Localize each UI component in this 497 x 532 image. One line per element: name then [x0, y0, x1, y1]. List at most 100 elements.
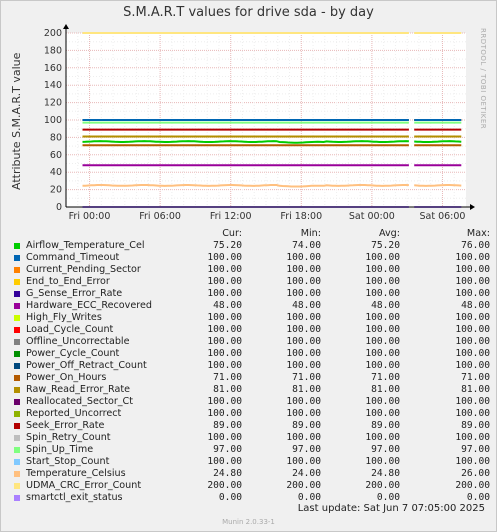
legend-max: 100.00 [455, 408, 490, 419]
legend-min: 100.00 [286, 288, 321, 299]
legend-swatch [14, 339, 20, 345]
legend-row: Spin_Up_Time 97.00 97.00 97.00 97.00 [8, 444, 490, 456]
legend-cur: 100.00 [207, 360, 242, 371]
legend-cur: 89.00 [213, 420, 242, 431]
legend-cur: 81.00 [213, 384, 242, 395]
legend-name: Load_Cycle_Count [26, 324, 114, 335]
legend-row: Raw_Read_Error_Rate 81.00 81.00 81.00 81.00 [8, 384, 490, 396]
x-ticks: Fri 00:00 Fri 06:00 Fri 12:00 Fri 18:00 Sat … [69, 211, 466, 222]
legend-name: Raw_Read_Error_Rate [26, 384, 131, 395]
legend-row: G_Sense_Error_Rate 100.00 100.00 100.00 100.… [8, 288, 490, 300]
legend-min: 100.00 [286, 348, 321, 359]
legend-swatch [14, 267, 20, 273]
legend-name: Command_Timeout [26, 252, 120, 263]
legend-name: Hardware_ECC_Recovered [26, 300, 152, 311]
legend-min: 48.00 [292, 300, 321, 311]
x-tick-label: Sat 06:00 [419, 211, 465, 222]
legend-min: 97.00 [292, 444, 321, 455]
legend-min: 100.00 [286, 360, 321, 371]
legend-cur: 200.00 [207, 480, 242, 491]
legend-name: Power_Off_Retract_Count [26, 360, 147, 371]
y-tick-label: 20 [50, 185, 62, 196]
chart-title: S.M.A.R.T values for drive sda - by day [123, 5, 374, 20]
legend-min: 100.00 [286, 312, 321, 323]
legend-cur: 100.00 [207, 252, 242, 263]
legend-max: 100.00 [455, 432, 490, 443]
y-tick-label: 60 [50, 150, 62, 161]
legend-rows: Airflow_Temperature_Cel 75.20 74.00 75.20 76… [8, 240, 490, 504]
legend-min: 100.00 [286, 276, 321, 287]
legend-max: 100.00 [455, 264, 490, 275]
legend-swatch [14, 363, 20, 369]
legend-min: 89.00 [292, 420, 321, 431]
legend-max: 100.00 [455, 252, 490, 263]
legend-max: 100.00 [455, 456, 490, 467]
legend-cur: 100.00 [207, 396, 242, 407]
x-tick-label: Sat 00:00 [349, 211, 395, 222]
legend-cur: 48.00 [213, 300, 242, 311]
legend-row: Power_Cycle_Count 100.00 100.00 100.00 100.0… [8, 348, 490, 360]
legend-avg: 48.00 [371, 300, 400, 311]
legend-avg: 97.00 [371, 444, 400, 455]
legend-row: Reallocated_Sector_Ct 100.00 100.00 100.00 1… [8, 396, 490, 408]
legend-name: Spin_Retry_Count [26, 432, 111, 443]
legend-swatch [14, 471, 20, 477]
last-update: Last update: Sat Jun 7 07:05:00 2025 [297, 503, 485, 514]
legend-name: Reported_Uncorrect [26, 408, 122, 419]
y-ticks: 0 20 40 60 80 100 120 140 160 180 200 [44, 28, 62, 213]
x-tick-label: Fri 12:00 [210, 211, 252, 222]
legend-max: 100.00 [455, 288, 490, 299]
legend-row: Reported_Uncorrect 100.00 100.00 100.00 100.… [8, 408, 490, 420]
legend-min: 71.00 [292, 372, 321, 383]
legend-header: Cur: Min: Avg: Max: [8, 228, 490, 240]
legend-min: 24.00 [292, 468, 321, 479]
legend-swatch [14, 423, 20, 429]
legend-max: 48.00 [461, 300, 490, 311]
y-tick-label: 180 [44, 45, 62, 56]
legend-avg: 100.00 [365, 456, 400, 467]
legend-name: smartctl_exit_status [26, 492, 123, 503]
legend-name: Power_On_Hours [26, 372, 107, 383]
legend-swatch [14, 351, 20, 357]
legend-name: UDMA_CRC_Error_Count [26, 480, 142, 491]
legend-swatch [14, 315, 20, 321]
x-tick-label: Fri 06:00 [139, 211, 181, 222]
legend-row: Temperature_Celsius 24.80 24.00 24.80 26.00 [8, 468, 490, 480]
legend-max: 71.00 [461, 372, 490, 383]
legend-row: Offline_Uncorrectable 100.00 100.00 100.00 1… [8, 336, 490, 348]
legend-avg: 100.00 [365, 348, 400, 359]
legend-name: Reallocated_Sector_Ct [26, 396, 134, 407]
legend-max: 100.00 [455, 396, 490, 407]
legend-row: UDMA_CRC_Error_Count 200.00 200.00 200.00 20… [8, 480, 490, 492]
legend-row: Load_Cycle_Count 100.00 100.00 100.00 100.00 [8, 324, 490, 336]
legend-name: G_Sense_Error_Rate [26, 288, 123, 299]
legend-cur: 97.00 [213, 444, 242, 455]
legend-swatch [14, 495, 20, 501]
y-tick-label: 40 [50, 167, 62, 178]
legend-name: Power_Cycle_Count [26, 348, 120, 359]
legend-name: Current_Pending_Sector [26, 264, 141, 275]
legend-swatch [14, 435, 20, 441]
legend-max: 100.00 [455, 312, 490, 323]
legend-min: 74.00 [292, 240, 321, 251]
legend-swatch [14, 327, 20, 333]
legend-row: Hardware_ECC_Recovered 48.00 48.00 48.00 48.… [8, 300, 490, 312]
legend-avg: 100.00 [365, 360, 400, 371]
legend-cur: 100.00 [207, 264, 242, 275]
legend-avg: 100.00 [365, 276, 400, 287]
legend-avg: 100.00 [365, 432, 400, 443]
legend-min: 81.00 [292, 384, 321, 395]
legend-cur: 100.00 [207, 324, 242, 335]
legend-name: End_to_End_Error [26, 276, 110, 287]
legend-cur: 100.00 [207, 288, 242, 299]
legend-avg: 100.00 [365, 408, 400, 419]
legend-avg: 24.80 [371, 468, 400, 479]
legend-row: Start_Stop_Count 100.00 100.00 100.00 100.00 [8, 456, 490, 468]
legend-max: 89.00 [461, 420, 490, 431]
x-axis-arrow [470, 204, 475, 210]
y-tick-label: 80 [50, 132, 62, 143]
legend-avg: 0.00 [376, 492, 400, 503]
legend-cur: 75.20 [213, 240, 242, 251]
legend-swatch [14, 447, 20, 453]
legend-avg: 100.00 [365, 264, 400, 275]
